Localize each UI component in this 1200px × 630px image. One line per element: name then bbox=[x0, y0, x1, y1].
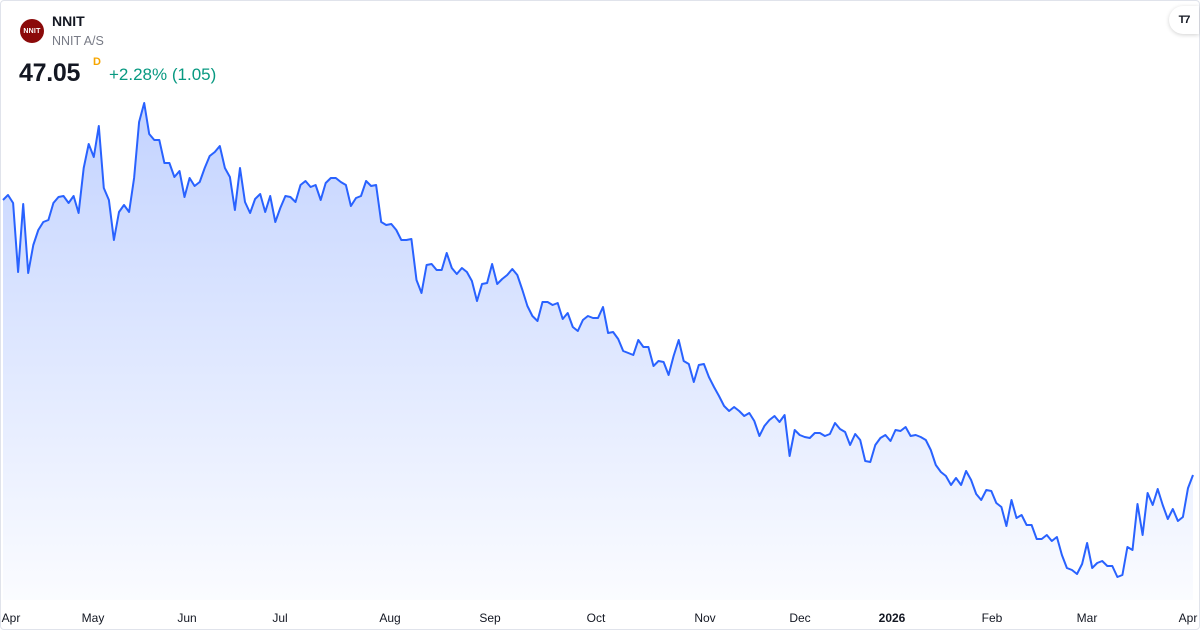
company-name: NNIT A/S bbox=[52, 34, 104, 48]
x-tick-label: Apr bbox=[2, 611, 21, 625]
x-tick-label: Aug bbox=[379, 611, 400, 625]
x-tick-label: Nov bbox=[694, 611, 715, 625]
x-tick-label: May bbox=[82, 611, 105, 625]
x-tick-label: Jun bbox=[177, 611, 196, 625]
price-line bbox=[2, 102, 1194, 578]
x-tick-label: Jul bbox=[272, 611, 287, 625]
interval-badge: D bbox=[93, 56, 101, 68]
tradingview-logo-icon[interactable]: T7 bbox=[1169, 6, 1199, 34]
x-tick-label: Feb bbox=[982, 611, 1003, 625]
x-tick-label: Dec bbox=[789, 611, 810, 625]
logo-text: NNIT bbox=[23, 27, 41, 35]
last-price: 47.05 bbox=[19, 59, 81, 87]
x-axis: Apr May Jun Jul Aug Sep Oct Nov Dec 2026 Feb Mar Apr bbox=[2, 611, 1198, 625]
company-logo: NNIT bbox=[20, 19, 44, 43]
x-tick-label: Sep bbox=[479, 611, 501, 625]
price-change: +2.28% (1.05) bbox=[109, 65, 217, 84]
price-area-fill bbox=[3, 103, 1193, 600]
symbol-ticker[interactable]: NNIT bbox=[52, 13, 85, 29]
x-tick-label: Apr bbox=[1179, 611, 1198, 625]
x-tick-label: Oct bbox=[587, 611, 606, 625]
x-tick-label: 2026 bbox=[879, 611, 906, 625]
x-tick-label: Mar bbox=[1077, 611, 1098, 625]
